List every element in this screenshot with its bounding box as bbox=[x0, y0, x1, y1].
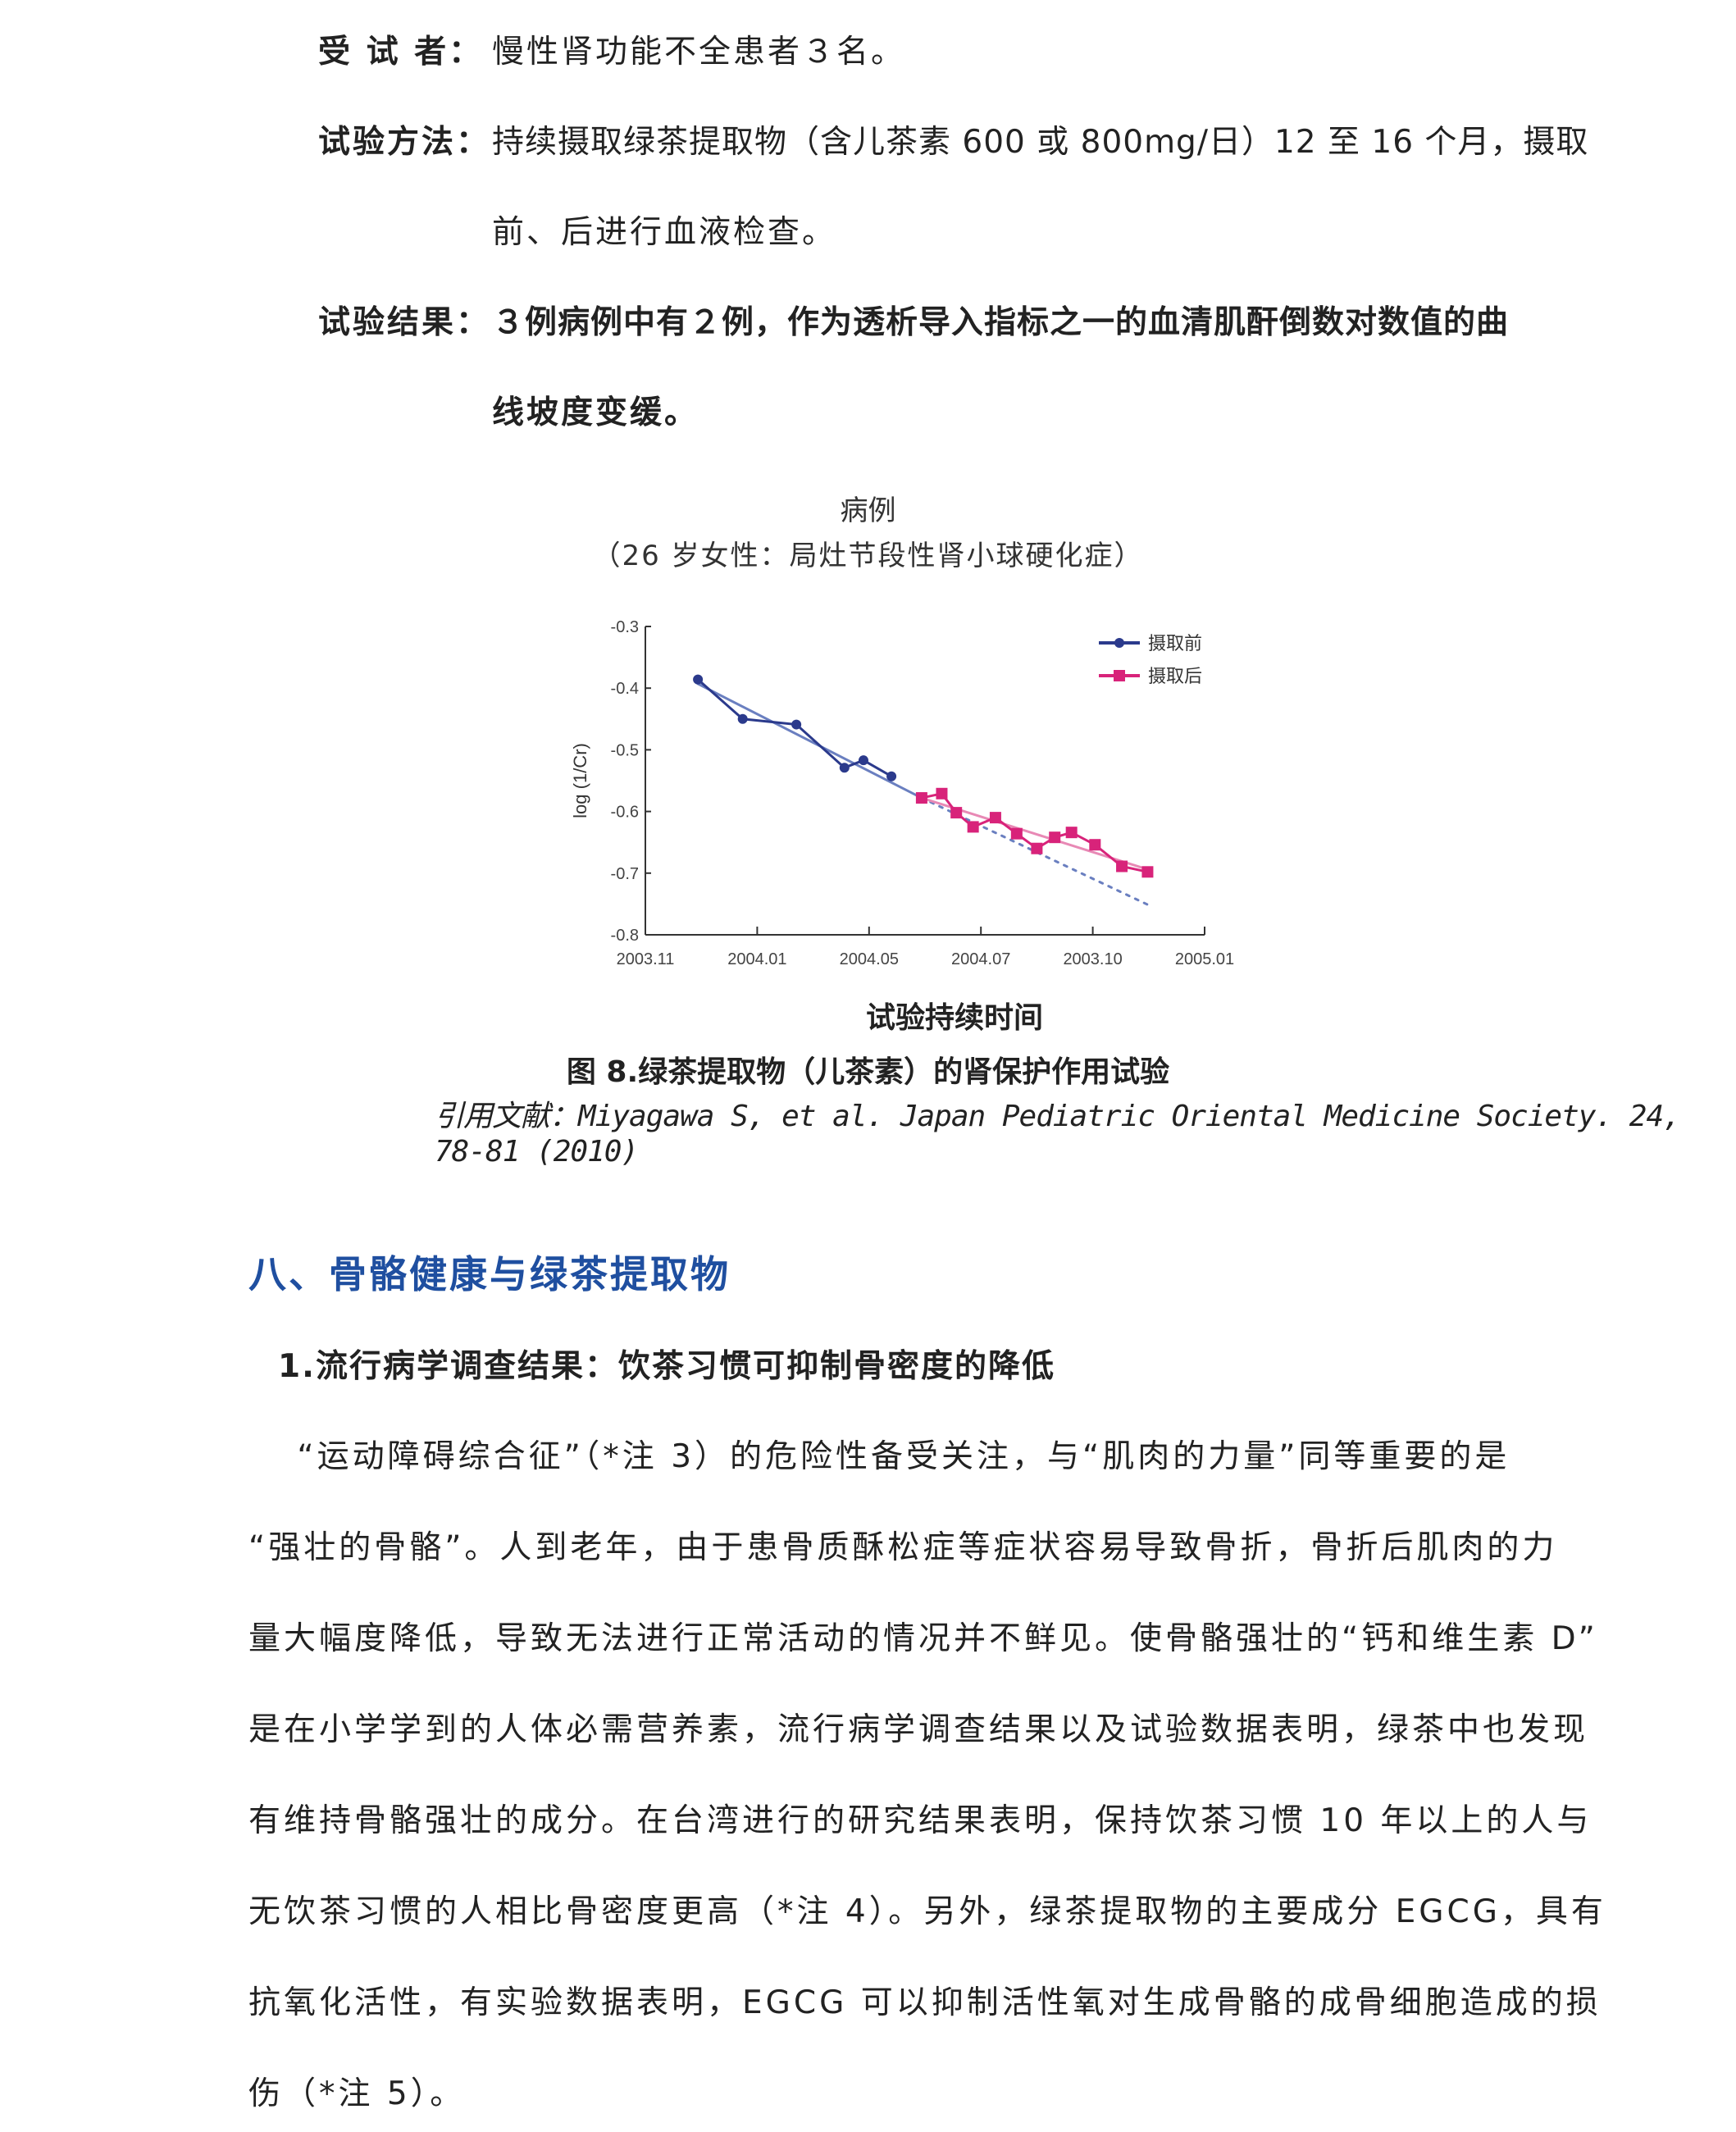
data-point bbox=[693, 674, 704, 685]
result-text: 线坡度变缓。 bbox=[492, 394, 699, 431]
data-point bbox=[989, 812, 1001, 824]
data-point bbox=[1141, 866, 1154, 878]
data-point bbox=[1031, 842, 1043, 854]
x-tick-label: 2004.01 bbox=[727, 950, 786, 968]
chart-title: 病例 bbox=[840, 494, 896, 527]
trendline bbox=[696, 682, 923, 800]
legend-marker bbox=[1114, 670, 1125, 681]
data-point bbox=[1089, 839, 1101, 851]
y-tick-label: -0.8 bbox=[611, 927, 639, 945]
line-chart: -0.3 -0.4 -0.5 -0.6 -0.7 -0.8 2003.11 2004.01 20… bbox=[570, 618, 1234, 968]
paragraph-line: 伤（*注 5）。 bbox=[248, 2075, 466, 2112]
section-heading: 八、骨骼健康与绿茶提取物 bbox=[248, 1252, 731, 1296]
result-label: 试验结果： bbox=[318, 304, 491, 341]
y-tick-label: -0.4 bbox=[611, 680, 639, 698]
data-point bbox=[936, 787, 948, 800]
legend-label: 摄取前 bbox=[1148, 634, 1202, 654]
paragraph-line: 抗氧化活性，有实验数据表明，EGCG 可以抑制活性氧对生成骨骼的成骨细胞造成的损 bbox=[248, 1984, 1602, 2021]
data-point bbox=[1010, 827, 1023, 840]
y-tick-label: -0.7 bbox=[611, 865, 639, 883]
paragraph-line: 是在小学学到的人体必需营养素，流行病学调查结果以及试验数据表明，绿茶中也发现 bbox=[248, 1711, 1589, 1748]
legend-label: 摄取后 bbox=[1148, 667, 1202, 687]
x-tick-label: 2004.07 bbox=[951, 950, 1010, 968]
subjects-label: 受 试 者： bbox=[318, 34, 484, 71]
method-label: 试验方法： bbox=[318, 124, 491, 161]
figure-caption: 图 8.绿茶提取物（儿茶素）的肾保护作用试验 bbox=[566, 1055, 1170, 1089]
subjects-text: 慢性肾功能不全患者３名。 bbox=[492, 34, 906, 71]
series-line bbox=[697, 678, 892, 778]
y-tick-label: -0.6 bbox=[611, 804, 639, 822]
data-point bbox=[858, 755, 868, 766]
data-point bbox=[791, 719, 802, 730]
method-text: 前、后进行血液检查。 bbox=[492, 214, 837, 251]
section-subheading: 1.流行病学调查结果：饮茶习惯可抑制骨密度的降低 bbox=[278, 1348, 1055, 1385]
result-text: ３例病例中有２例，作为透析导入指标之一的血清肌酐倒数对数值的曲 bbox=[492, 304, 1510, 341]
data-point bbox=[737, 713, 748, 724]
x-tick-label: 2005.01 bbox=[1175, 950, 1234, 968]
figure-citation: 引用文献：Miyagawa S, et al. Japan Pediatric … bbox=[435, 1100, 1681, 1168]
data-point bbox=[1116, 860, 1128, 872]
chart-subtitle: （26 岁女性：局灶节段性肾小球硬化症） bbox=[592, 540, 1144, 572]
x-tick-label: 2004.05 bbox=[840, 950, 899, 968]
x-tick-label: 2003.11 bbox=[617, 950, 675, 968]
chart-xlabel: 试验持续时间 bbox=[866, 1001, 1044, 1035]
y-tick-label: -0.3 bbox=[611, 618, 639, 636]
paragraph-line: 无饮茶习惯的人相比骨密度更高（*注 4）。另外，绿茶提取物的主要成分 EGCG，… bbox=[248, 1893, 1606, 1930]
data-point bbox=[1049, 831, 1061, 844]
legend-marker bbox=[1114, 638, 1124, 648]
y-axis-label: log (1/Cr) bbox=[570, 743, 590, 818]
data-point bbox=[1065, 827, 1078, 839]
paragraph-line: 量大幅度降低，导致无法进行正常活动的情况并不鲜见。使骨骼强壮的“钙和维生素 D” bbox=[248, 1620, 1598, 1657]
paragraph-line: 有维持骨骼强壮的成分。在台湾进行的研究结果表明，保持饮茶习惯 10 年以上的人与 bbox=[248, 1802, 1592, 1839]
data-point bbox=[967, 821, 979, 833]
data-point bbox=[950, 807, 963, 819]
paragraph-line: “运动障碍综合征”（*注 3）的危险性备受关注，与“肌肉的力量”同等重要的是 bbox=[248, 1438, 1510, 1475]
data-point bbox=[839, 763, 850, 773]
x-tick-label: 2003.10 bbox=[1063, 950, 1122, 968]
data-point bbox=[915, 792, 927, 804]
data-point bbox=[886, 771, 897, 781]
method-text: 持续摄取绿茶提取物（含儿茶素 600 或 800mg/日）12 至 16 个月，… bbox=[492, 124, 1589, 161]
y-tick-label: -0.5 bbox=[611, 741, 639, 759]
paragraph-line: “强壮的骨骼”。人到老年，由于患骨质酥松症等症状容易导致骨折，骨折后肌肉的力 bbox=[248, 1529, 1558, 1566]
